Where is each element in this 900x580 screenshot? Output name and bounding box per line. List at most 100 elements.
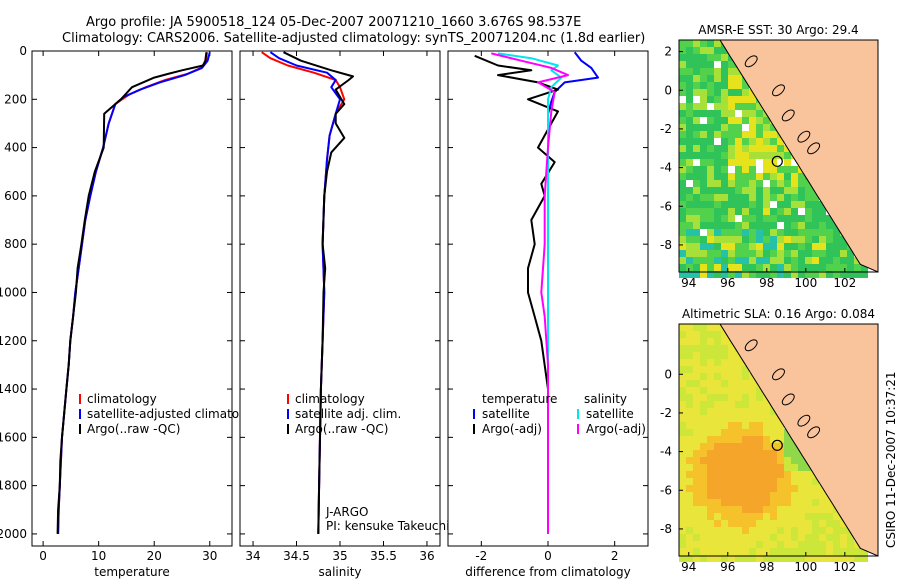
map-cell [819,527,826,534]
map-cell [679,131,686,138]
map-cell [770,145,777,152]
y-tick-label: 1400 [0,382,27,396]
map-cell [784,506,791,513]
map-cell [707,229,714,236]
map-cell [749,485,756,492]
map-cell [826,229,833,236]
map-cell [826,520,833,527]
map-cell [784,229,791,236]
map-cell [770,415,777,422]
map-cell [784,166,791,173]
map-cell [707,103,714,110]
map-cell [763,138,770,145]
map-cell [686,110,693,117]
map-cell [693,96,700,103]
map-cell [714,124,721,131]
map-cell [805,527,812,534]
map-cell [686,47,693,54]
map-cell [714,264,721,271]
map-cell [679,117,686,124]
map-cell [770,513,777,520]
map-cell [686,117,693,124]
map-cell [700,201,707,208]
map-cell [756,194,763,201]
map-cell [679,352,686,359]
map-cell [707,215,714,222]
map-cell [693,145,700,152]
map-cell [735,373,742,380]
map-cell [742,166,749,173]
map-cell [756,271,763,278]
map-cell [819,534,826,541]
map-cell [756,215,763,222]
map-cell [770,429,777,436]
map-cell [756,478,763,485]
map-cell [791,166,798,173]
map-cell [714,513,721,520]
map-cell [770,541,777,548]
map-cell [700,331,707,338]
map-cell [763,457,770,464]
map-cell [735,271,742,278]
map-cell [784,464,791,471]
map-cell [679,208,686,215]
map-cell [756,236,763,243]
map-cell [777,471,784,478]
map-cell [714,250,721,257]
map-cell [679,324,686,331]
map-cell [784,264,791,271]
map-cell [756,513,763,520]
map-cell [686,464,693,471]
map-cell [812,243,819,250]
map-cell [770,478,777,485]
map-cell [728,243,735,250]
map-cell [714,380,721,387]
y-tick-label: 0 [19,44,27,58]
map-cell [714,478,721,485]
map-cell [714,464,721,471]
map-cell [721,89,728,96]
map-cell [686,415,693,422]
x-tick-label: 34 [245,549,260,563]
map-cell [798,464,805,471]
map-cell [728,271,735,278]
map-cell [742,436,749,443]
map-cell [735,443,742,450]
map-cell [763,443,770,450]
map-cell [826,243,833,250]
map-cell [777,180,784,187]
map-cell [749,387,756,394]
map-cell [749,513,756,520]
map-cell [693,180,700,187]
map-cell [735,534,742,541]
map-cell [686,527,693,534]
map-cell [756,394,763,401]
map-cell [679,187,686,194]
map-cell [770,464,777,471]
map-frame [678,323,879,557]
map-cell [700,145,707,152]
map-cell [679,82,686,89]
map-cell [693,166,700,173]
map-cell [707,166,714,173]
map-cell [777,159,784,166]
map-cell [679,401,686,408]
map-cell [784,471,791,478]
map-cell [770,152,777,159]
x-tick-label: 102 [833,560,856,574]
map-cell [679,145,686,152]
map-cell [756,527,763,534]
map-cell [756,422,763,429]
map-cell [840,534,847,541]
map-cell [826,555,833,562]
map-cell [721,394,728,401]
map-cell [728,499,735,506]
x-tick-label: 94 [681,276,696,290]
map-cell [840,243,847,250]
map-cell [777,492,784,499]
map-cell [714,506,721,513]
map-cell [735,159,742,166]
map-cell [700,527,707,534]
map-cell [728,215,735,222]
map-cell [714,527,721,534]
